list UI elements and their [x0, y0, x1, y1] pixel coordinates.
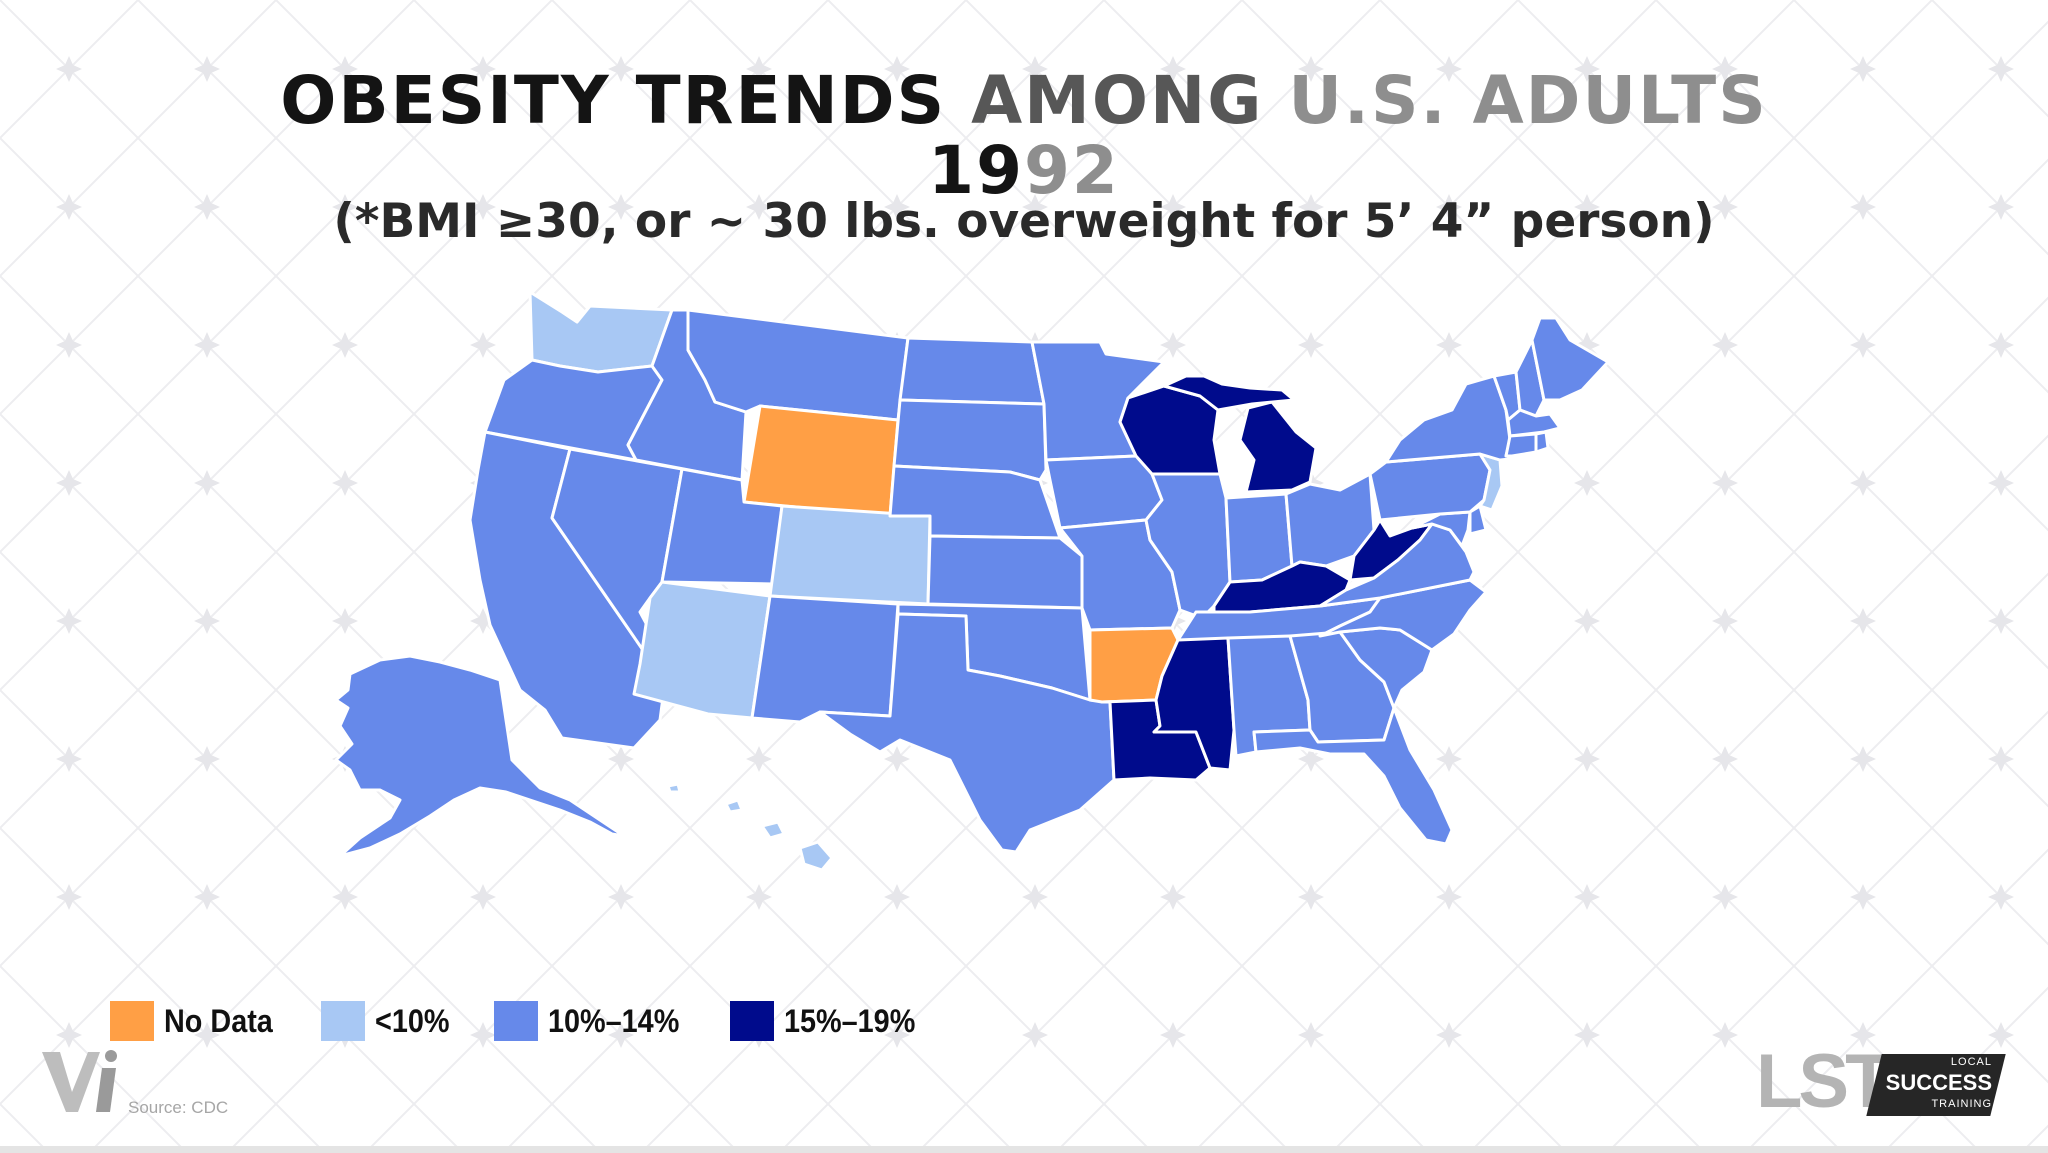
- state-north-dakota[interactable]: [898, 336, 1046, 406]
- bottom-bar: [0, 1146, 2048, 1153]
- state-hawaii[interactable]: [798, 840, 834, 872]
- state-rhode-island[interactable]: [1534, 430, 1550, 454]
- legend-item-15-19: 15%–19%: [729, 1001, 930, 1041]
- legend-label: No Data: [164, 1002, 273, 1039]
- page-title: OBESITY TRENDS AMONG U.S. ADULTS: [0, 62, 2048, 140]
- state-washington[interactable]: [528, 290, 674, 374]
- state-colorado[interactable]: [768, 504, 932, 606]
- state-florida[interactable]: [1252, 706, 1454, 846]
- lst-logo-success: SUCCESS: [1885, 1070, 1992, 1095]
- title-part-dark: OBESITY TRENDS: [280, 62, 972, 139]
- lst-logo-training: TRAINING: [1931, 1098, 1992, 1110]
- title-part-mid: AMONG: [971, 62, 1289, 139]
- state-maine[interactable]: [1530, 316, 1610, 402]
- state-michigan[interactable]: [1238, 400, 1318, 494]
- lst-logo: LST LOCAL SUCCESS TRAINING: [1756, 1040, 2006, 1126]
- state-texas[interactable]: [818, 612, 1116, 854]
- title-part-gray: U.S. ADULTS: [1288, 62, 1768, 139]
- legend-swatch: [320, 1001, 365, 1041]
- legend-item-10-14: 10%–14%: [493, 1001, 694, 1041]
- state-kansas[interactable]: [926, 534, 1084, 610]
- state-michigan-upper[interactable]: [1162, 374, 1296, 412]
- state-indiana[interactable]: [1224, 492, 1294, 584]
- state-north-carolina[interactable]: [1318, 578, 1488, 652]
- legend-label: 10%–14%: [547, 1002, 679, 1039]
- legend-label: <10%: [374, 1002, 450, 1039]
- state-montana[interactable]: [686, 308, 910, 422]
- state-wyoming[interactable]: [742, 404, 900, 518]
- state-hawaii-island-2[interactable]: [760, 820, 786, 840]
- state-connecticut[interactable]: [1504, 432, 1538, 458]
- legend-item-no-data: No Data: [110, 1001, 285, 1041]
- state-illinois[interactable]: [1144, 472, 1232, 620]
- legend-label: 15%–19%: [783, 1002, 915, 1039]
- legend: No Data <10% 10%–14% 15%–19%: [110, 999, 965, 1043]
- state-pennsylvania[interactable]: [1368, 452, 1492, 522]
- subtitle: (*BMI ≥30, or ~ 30 lbs. overweight for 5…: [333, 194, 1715, 249]
- state-hawaii-island-3[interactable]: [724, 798, 744, 814]
- source-credit: Source: CDC: [128, 1098, 229, 1117]
- title-year: 1992: [0, 136, 2048, 206]
- legend-swatch: [493, 1001, 538, 1041]
- state-hawaii-island-4[interactable]: [666, 782, 682, 794]
- legend-swatch: [729, 1001, 774, 1041]
- legend-swatch: [110, 1001, 154, 1041]
- year-part-gray: 92: [1024, 132, 1120, 209]
- state-new-jersey[interactable]: [1478, 452, 1504, 512]
- state-new-mexico[interactable]: [750, 594, 900, 724]
- vi-logo: [42, 1050, 117, 1112]
- state-massachusetts[interactable]: [1506, 408, 1562, 438]
- state-alaska[interactable]: [334, 654, 626, 858]
- state-arizona[interactable]: [632, 580, 772, 720]
- legend-item-under-10: <10%: [320, 1001, 458, 1041]
- state-new-hampshire[interactable]: [1514, 338, 1546, 418]
- lst-logo-local: LOCAL: [1950, 1056, 1992, 1068]
- year-part-dark: 19: [928, 132, 1024, 209]
